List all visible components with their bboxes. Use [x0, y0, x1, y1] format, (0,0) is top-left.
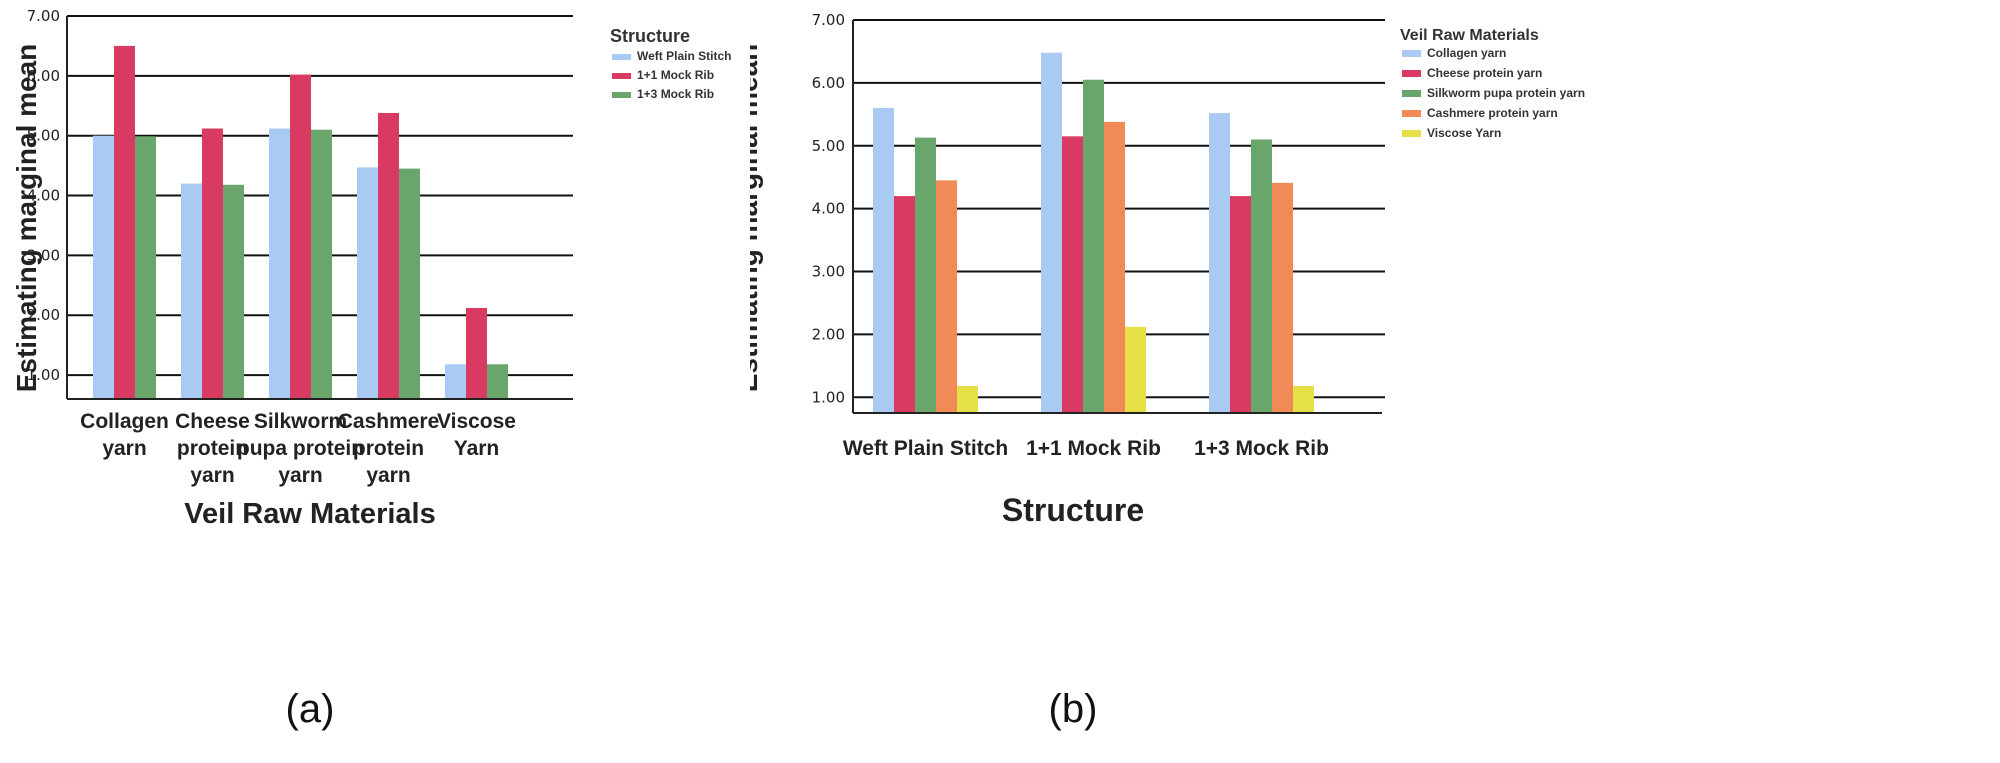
chart-b-y-tick-label: 5.00 — [812, 137, 845, 155]
chart-a-legend-item: 1+3 Mock Rib — [637, 87, 714, 101]
chart-a-panel-label: (a) — [286, 687, 335, 731]
chart-a-y-tick-label: 4.00 — [27, 187, 60, 205]
chart-a-category-label: Cheese — [175, 410, 250, 433]
chart-a-category-label: Collagen — [80, 410, 169, 433]
chart-a-legend-title: Structure — [610, 26, 690, 46]
chart-b-category-label: Weft Plain Stitch — [843, 437, 1008, 460]
chart-a-legend-item: Weft Plain Stitch — [637, 49, 731, 63]
chart-a-category-label: protein — [353, 437, 424, 460]
chart-b-category-label: 1+1 Mock Rib — [1026, 437, 1161, 460]
chart-b-y-tick-label: 3.00 — [812, 263, 845, 281]
chart-b-bar — [1125, 326, 1146, 413]
chart-b-legend-swatch — [1402, 110, 1421, 117]
chart-b-bar — [1062, 136, 1083, 413]
chart-b-legend-item: Silkworm pupa protein yarn — [1427, 86, 1585, 100]
chart-a-bar — [135, 136, 156, 399]
chart-b-y-tick-label: 2.00 — [812, 325, 845, 343]
chart-a-y-axis-label: Estimating marginal mean — [11, 44, 42, 393]
chart-b-legend-swatch — [1402, 130, 1421, 137]
chart-b-bar — [1083, 79, 1104, 414]
chart-a-bars — [93, 45, 508, 400]
chart-a-y-tick-label: 3.00 — [27, 246, 60, 264]
chart-b-category-labels: Weft Plain Stitch 1+1 Mock Rib 1+3 Mock Ri… — [843, 437, 1329, 460]
chart-b-bar — [1041, 52, 1062, 413]
chart-b-y-tick-label: 4.00 — [812, 200, 845, 218]
chart-a-category-label: Yarn — [454, 437, 500, 460]
chart-b-legend-title: Veil Raw Materials — [1400, 27, 1539, 44]
chart-a-legend-swatch — [612, 73, 631, 79]
chart-a-legend-item: 1+1 Mock Rib — [637, 68, 714, 82]
chart-b-bar — [1293, 385, 1314, 413]
chart-b-bar — [957, 385, 978, 413]
chart-b-legend-item: Cashmere protein yarn — [1427, 106, 1558, 120]
chart-a-bar — [93, 135, 114, 399]
chart-a-category-label: yarn — [102, 437, 146, 460]
chart-b-legend-item: Cheese protein yarn — [1427, 66, 1542, 80]
chart-a-bar — [487, 364, 508, 399]
chart-a-bar — [223, 184, 244, 399]
chart-a-category-label: pupa protein — [237, 437, 364, 460]
chart-a-x-axis-label: Veil Raw Materials — [184, 498, 435, 530]
chart-b-bar — [1209, 113, 1230, 413]
chart-b-bar — [1230, 196, 1251, 413]
chart-a-bar — [269, 128, 290, 399]
chart-b: Estimating marginal mean 1.00 2.00 3.00 4.0… — [750, 11, 1585, 731]
chart-a-y-tick-label: 6.00 — [27, 67, 60, 85]
chart-a-y-tick-label: 5.00 — [27, 127, 60, 145]
chart-a-category-label: protein — [177, 437, 248, 460]
chart-a-category-label: yarn — [190, 464, 234, 487]
chart-a-legend: Structure Weft Plain Stitch 1+1 Mock Rib 1… — [610, 26, 731, 101]
chart-b-bar — [936, 180, 957, 413]
chart-b-bars — [873, 52, 1314, 414]
chart-a-bar — [290, 74, 311, 399]
chart-b-bar — [1251, 139, 1272, 414]
chart-b-bar — [1104, 121, 1125, 413]
chart-a-category-label: Viscose — [437, 410, 516, 433]
chart-b-y-tick-label: 1.00 — [812, 388, 845, 406]
chart-a: Estimating marginal mean 1.00 2.00 3.00 4.0… — [11, 7, 731, 731]
chart-b-legend-swatch — [1402, 90, 1421, 97]
chart-a-bar — [378, 112, 399, 400]
chart-b-bar — [873, 108, 894, 414]
chart-a-y-tick-label: 7.00 — [27, 7, 60, 25]
chart-b-x-axis-label: Structure — [1002, 492, 1144, 528]
chart-b-y-tick-label: 7.00 — [812, 11, 845, 29]
chart-b-legend: Veil Raw Materials Collagen yarn Cheese p… — [1400, 27, 1585, 140]
chart-b-legend-swatch — [1402, 50, 1421, 57]
chart-a-category-labels: Collagen yarn Cheese protein yarn Silkworm pup… — [80, 410, 516, 487]
chart-a-y-tick-label: 2.00 — [27, 306, 60, 324]
chart-b-bar — [894, 196, 915, 413]
chart-a-category-label: yarn — [366, 464, 410, 487]
chart-b-y-ticks: 1.00 2.00 3.00 4.00 5.00 6.00 7.00 — [812, 11, 845, 406]
chart-a-bar — [311, 129, 332, 399]
chart-a-y-ticks: 1.00 2.00 3.00 4.00 5.00 6.00 7.00 — [27, 7, 60, 384]
chart-a-bar — [114, 45, 135, 399]
chart-b-y-tick-label: 6.00 — [812, 74, 845, 92]
chart-b-category-label: 1+3 Mock Rib — [1194, 437, 1329, 460]
chart-b-panel-label: (b) — [1049, 687, 1098, 731]
chart-b-y-axis-label: Estimating marginal mean — [750, 44, 763, 393]
chart-b-legend-item: Collagen yarn — [1427, 46, 1506, 60]
chart-a-legend-swatch — [612, 92, 631, 98]
chart-a-bar — [202, 128, 223, 399]
chart-b-legend-item: Viscose Yarn — [1427, 126, 1501, 140]
chart-a-bar — [399, 168, 420, 399]
chart-a-y-tick-label: 1.00 — [27, 366, 60, 384]
chart-b-legend-swatch — [1402, 70, 1421, 77]
chart-a-bar — [466, 308, 487, 399]
chart-b-bar — [915, 137, 936, 413]
chart-a-bar — [445, 364, 466, 399]
chart-a-bar — [181, 183, 202, 399]
chart-a-category-label: Silkworm — [254, 410, 347, 433]
chart-a-category-label: yarn — [278, 464, 322, 487]
chart-a-legend-swatch — [612, 54, 631, 60]
chart-b-bar — [1272, 182, 1293, 413]
chart-a-category-label: Cashmere — [338, 410, 440, 433]
chart-a-bar — [357, 167, 378, 399]
